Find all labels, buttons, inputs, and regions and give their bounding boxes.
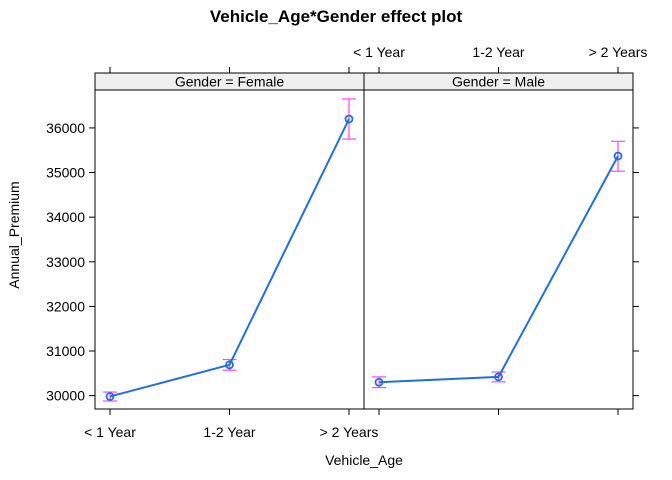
panel-0: Gender = Female: [94, 72, 365, 410]
data-point: [225, 360, 234, 370]
data-point: [344, 114, 354, 124]
y-tick-label: 35000: [46, 165, 85, 181]
series-line: [109, 118, 350, 398]
strip-label: Gender = Female: [175, 74, 285, 90]
y-tick-label: 32000: [46, 298, 85, 314]
x-axis-label: Vehicle_Age: [325, 452, 403, 468]
y-tick-label: 34000: [46, 209, 85, 225]
panel-1: Gender = Male: [363, 72, 634, 410]
axes: 30000 31000 32000 33000 34000 35000 36000 < 1 Y…: [46, 44, 647, 440]
y-axis-label: Annual_Premium: [6, 181, 22, 288]
strip-label: Gender = Male: [452, 74, 545, 90]
data-point: [494, 372, 503, 382]
y-tick-label: 33000: [46, 254, 85, 270]
x-tick-label: > 2 Years: [320, 424, 379, 440]
panel-frame: [363, 72, 634, 410]
x-tick-label-top: > 2 Years: [589, 44, 648, 60]
x-tick-label: 1-2 Year: [203, 424, 255, 440]
panels: Gender = Female Gender = Male: [94, 72, 634, 410]
strip-bg: [95, 73, 364, 90]
panel-frame: [94, 72, 365, 410]
series-line: [378, 155, 619, 384]
x-tick-label-top: < 1 Year: [353, 44, 405, 60]
strip-bg: [364, 73, 633, 90]
x-tick-label: < 1 Year: [84, 424, 136, 440]
x-tick-label-top: 1-2 Year: [472, 44, 524, 60]
y-tick-label: 36000: [46, 120, 85, 136]
data-point: [374, 377, 384, 387]
y-tick-label: 31000: [46, 343, 85, 359]
data-point: [613, 151, 623, 161]
y-tick-label: 30000: [46, 388, 85, 404]
chart-title: Vehicle_Age*Gender effect plot: [210, 7, 463, 26]
data-point: [105, 392, 115, 401]
